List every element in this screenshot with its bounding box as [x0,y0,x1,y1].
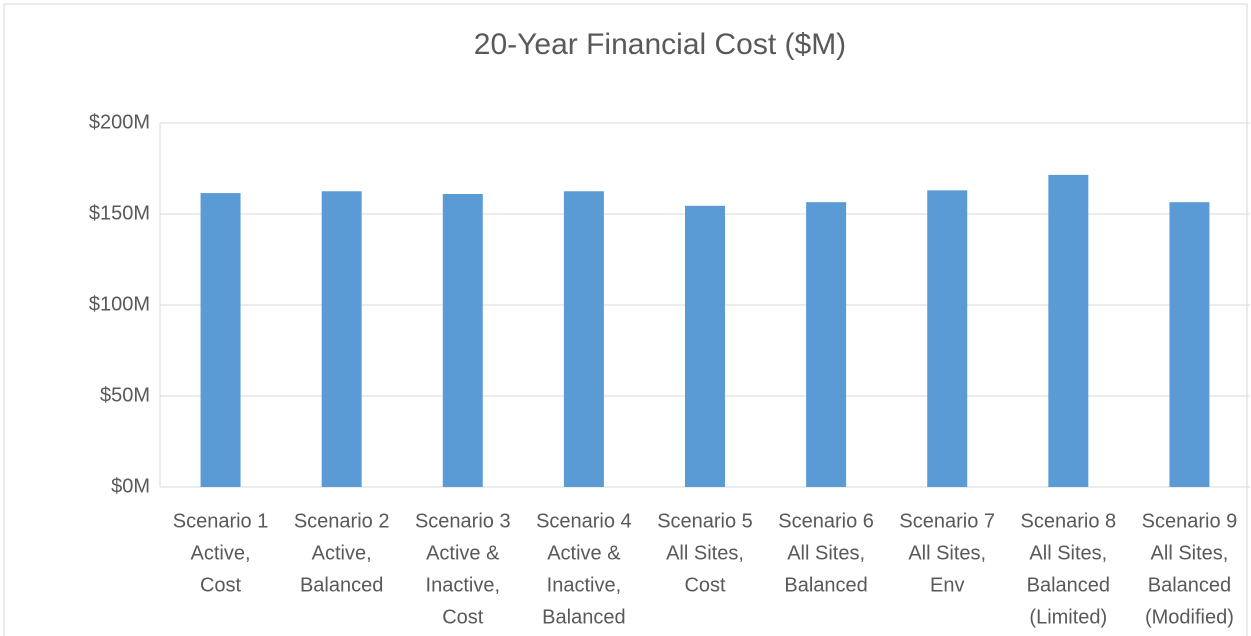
bar [1048,174,1089,487]
y-tick-label: $100M [89,293,150,315]
bar [685,205,725,487]
x-tick-label: Cost [684,574,726,596]
x-tick-label: Balanced [1027,574,1110,596]
x-tick-label: Scenario 4 [536,510,632,532]
y-tick-label: $150M [89,202,150,224]
x-tick-label: All Sites, [908,542,986,564]
y-tick-label: $200M [89,111,150,133]
x-tick-label: All Sites, [1151,542,1229,564]
x-tick-label: Env [930,574,964,596]
y-tick-label: $0M [111,475,150,497]
x-tick-label: Active, [191,542,251,564]
x-tick-label: All Sites, [1029,542,1107,564]
x-tick-label: All Sites, [787,542,865,564]
x-tick-label: (Modified) [1145,606,1234,628]
x-tick-label: Scenario 1 [173,510,269,532]
x-tick-label: Active, [312,542,372,564]
x-tick-label: Balanced [784,574,867,596]
x-tick-label: Active & [547,542,621,564]
x-tick-label: Balanced [1148,574,1231,596]
x-tick-label: Balanced [542,606,625,628]
bar [200,193,241,487]
bar [442,193,483,488]
bar [563,191,604,487]
x-tick-label: Balanced [300,574,383,596]
x-tick-label: (Limited) [1029,606,1107,628]
x-tick-label: Inactive, [547,574,621,596]
x-tick-label: Inactive, [426,574,500,596]
bar [321,191,362,487]
x-tick-label: Active & [426,542,500,564]
x-tick-label: Cost [442,606,484,628]
x-tick-label: Scenario 8 [1021,510,1117,532]
x-tick-label: Scenario 7 [899,510,995,532]
x-tick-label: Cost [200,574,242,596]
bar [1169,202,1210,488]
y-tick-label: $50M [100,384,150,406]
x-tick-label: Scenario 2 [294,510,390,532]
bar [806,202,847,488]
chart-title: 20-Year Financial Cost ($M) [474,28,846,61]
x-tick-label: All Sites, [666,542,744,564]
x-tick-label: Scenario 9 [1142,510,1238,532]
x-tick-label: Scenario 6 [778,510,874,532]
x-tick-label: Scenario 5 [657,510,753,532]
bar [927,190,968,487]
x-tick-label: Scenario 3 [415,510,511,532]
